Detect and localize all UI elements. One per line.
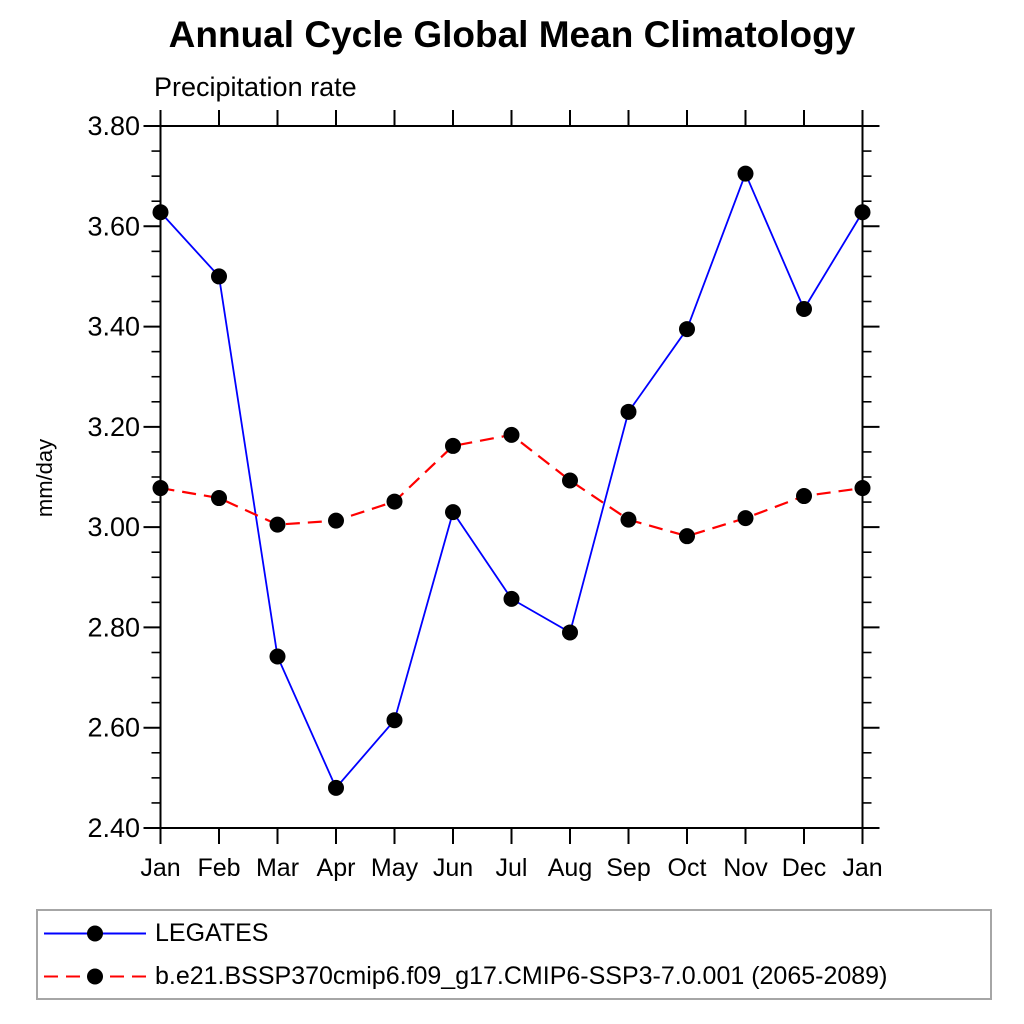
data-point-marker [796,301,812,318]
x-tick-label: Feb [197,854,240,882]
data-point-marker [854,204,871,221]
y-tick-label: 2.60 [87,713,140,743]
y-tick-label: 2.40 [87,813,140,843]
data-point-marker [269,648,286,665]
x-tick-label: Apr [317,854,356,882]
y-tick-label: 3.00 [87,512,140,542]
data-point-marker [211,490,227,507]
y-tick-label: 3.60 [87,211,140,241]
x-tick-label: May [371,854,419,882]
x-tick-label: Dec [782,854,826,882]
data-point-marker [386,493,403,510]
data-point-marker [211,268,227,285]
x-tick-label: Jan [842,854,882,882]
x-tick-label: Nov [723,854,768,882]
y-tick-label: 2.80 [87,612,140,642]
legend-label-legates: LEGATES [155,918,269,947]
data-point-marker [620,511,637,528]
axis-frame [159,125,864,829]
data-point-marker [328,512,344,529]
chart-subtitle: Precipitation rate [154,72,357,102]
y-tick-label: 3.40 [87,312,140,342]
x-tick-label: Jan [140,854,180,882]
y-tick-label: 3.80 [87,111,140,141]
data-point-marker [386,712,403,729]
x-tick-label: Sep [606,854,650,882]
x-tick-label: Oct [668,854,707,882]
x-tick-label: Jun [433,854,473,882]
x-tick-label: Mar [256,854,299,882]
legend-item-model: b.e21.BSSP370cmip6.f09_g17.CMIP6-SSP3-7.… [38,955,990,998]
data-point-marker [503,426,520,443]
data-point-marker [562,472,578,489]
data-point-marker [269,516,286,533]
y-tick-label: 3.20 [87,412,140,442]
data-point-marker [679,528,695,545]
x-tick-label: Aug [548,854,592,882]
data-point-marker [796,488,812,505]
legend-label-model: b.e21.BSSP370cmip6.f09_g17.CMIP6-SSP3-7.… [155,961,888,990]
legend-sample-marker [87,925,103,941]
data-point-marker [328,779,344,796]
data-point-marker [445,437,461,454]
data-point-marker [152,480,169,497]
chart-title: Annual Cycle Global Mean Climatology [168,14,856,55]
data-point-marker [562,624,578,641]
series-line-red [160,433,863,538]
data-point-marker [445,504,461,521]
data-point-marker [679,321,695,338]
data-point-marker [620,403,637,420]
data-point-marker [503,590,520,607]
legend-line-sample-blue [44,925,146,941]
x-tick-label: Jul [496,854,528,882]
legend-box: LEGATES b.e21.BSSP370cmip6.f09_g17.CMIP6… [36,909,992,1000]
series-line-blue [159,171,864,790]
legend-item-legates: LEGATES [38,912,990,955]
data-point-marker [737,510,754,527]
legend-sample-marker [87,968,103,984]
data-point-marker [854,480,871,497]
data-point-marker [152,204,169,221]
data-point-marker [737,165,754,182]
legend-line-sample-red [44,968,146,984]
